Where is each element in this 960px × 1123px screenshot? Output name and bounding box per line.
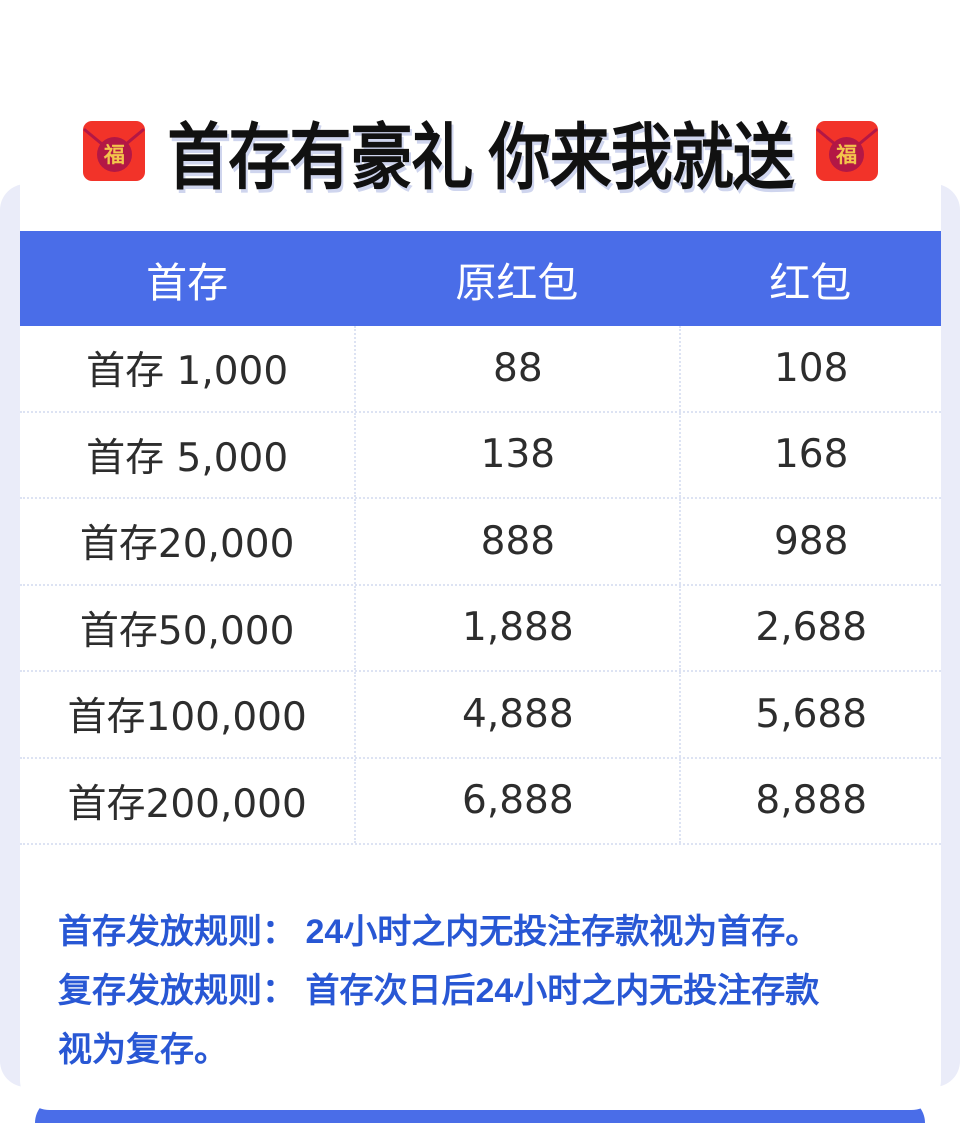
table-row: 首存 1,000 88 108	[20, 326, 941, 413]
red-envelope-icon: 福	[815, 120, 878, 181]
table-cell: 首存 5,000	[86, 435, 289, 481]
promo-card: 福 首存有豪礼 你来我就送 福 首存 原红包 红包 首存 1,000 88 10…	[20, 65, 941, 1110]
table-cell: 988	[679, 499, 941, 584]
header-cell-deposit: 首存	[146, 259, 229, 306]
table-cell: 88	[354, 326, 679, 411]
table-row: 首存100,000 4,888 5,688	[20, 672, 941, 759]
table-cell: 6,888	[354, 758, 679, 843]
table-cell: 首存20,000	[79, 522, 295, 568]
table-row: 首存20,000 888 988	[20, 499, 941, 586]
table-cell: 1,888	[354, 585, 679, 670]
title-row: 福 首存有豪礼 你来我就送 福	[20, 103, 941, 198]
table-cell: 888	[354, 499, 679, 584]
table-header: 首存 原红包 红包	[20, 231, 941, 326]
table-row: 首存50,000 1,888 2,688	[20, 585, 941, 672]
table-cell: 首存50,000	[79, 608, 295, 654]
table-cell: 168	[679, 412, 941, 497]
header-cell-original-bonus: 原红包	[455, 259, 579, 306]
table-cell: 4,888	[354, 672, 679, 757]
table-cell: 138	[354, 412, 679, 497]
table-cell: 5,688	[679, 672, 941, 757]
rules-line-3: 视为复存。	[58, 1031, 228, 1069]
rules-line-1: 首存发放规则： 24小时之内无投注存款视为首存。	[58, 913, 820, 951]
header-cell-bonus: 红包	[769, 259, 852, 306]
table-cell: 首存 1,000	[86, 349, 289, 395]
fu-character: 福	[96, 136, 132, 172]
table-row: 首存 5,000 138 168	[20, 412, 941, 499]
rules-line-2: 复存发放规则： 首存次日后24小时之内无投注存款	[58, 972, 820, 1010]
deposit-rules: 首存发放规则： 24小时之内无投注存款视为首存。 复存发放规则： 首存次日后24…	[58, 903, 918, 1080]
table-body: 首存 1,000 88 108 首存 5,000 138 168 首存20,00…	[20, 326, 941, 845]
table-cell: 首存200,000	[67, 781, 307, 827]
table-row: 首存200,000 6,888 8,888	[20, 758, 941, 845]
table-cell: 首存100,000	[67, 695, 307, 741]
table-cell: 108	[679, 326, 941, 411]
fu-character: 福	[829, 136, 865, 172]
page-title: 首存有豪礼 你来我就送	[167, 118, 794, 199]
table-cell: 8,888	[679, 758, 941, 843]
table-cell: 2,688	[679, 585, 941, 670]
red-envelope-icon: 福	[83, 120, 146, 181]
